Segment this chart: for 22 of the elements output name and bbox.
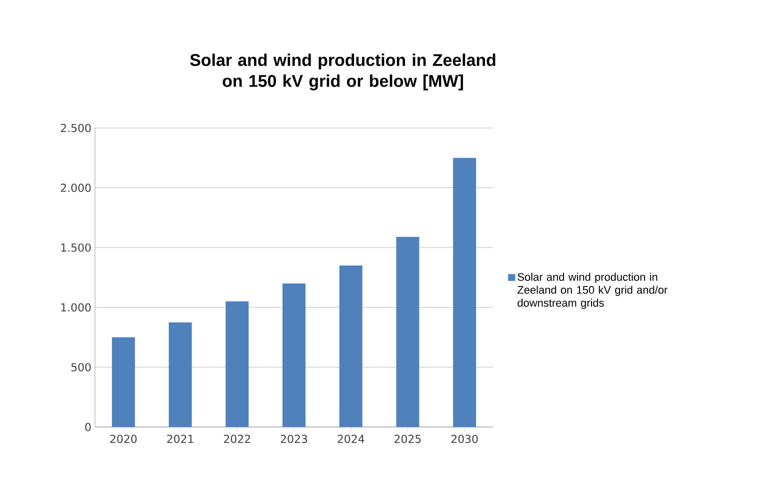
bar (112, 337, 135, 427)
bar (226, 301, 249, 427)
y-tick-label: 1.000 (61, 303, 91, 312)
y-tick-label: 0 (85, 422, 91, 432)
bar (282, 283, 306, 427)
y-tick-label: 2.500 (60, 124, 91, 132)
y-tick-label: 1.500 (61, 243, 91, 252)
x-tick-label: 2030 (451, 434, 478, 444)
y-tick-label: 2.000 (60, 184, 91, 192)
x-tick-label: 2023 (280, 434, 308, 444)
x-tick-label: 2020 (110, 434, 137, 444)
bar (168, 322, 192, 427)
bar (339, 266, 362, 427)
bar (396, 236, 420, 427)
chart-title: Solar and wind production in Zeeland on 150 kV grid or below [MW] (190, 54, 496, 90)
x-tick-label: 2022 (224, 434, 250, 444)
x-tick-label: 2021 (167, 434, 194, 444)
legend-label: Solar and wind production in Zeeland on 150 kV grid and/or downstream grids (518, 272, 668, 309)
x-tick-label: 2024 (338, 434, 364, 444)
y-tick-label: 500 (71, 363, 91, 372)
bar (453, 158, 476, 427)
x-tick-label: 2025 (394, 434, 421, 444)
